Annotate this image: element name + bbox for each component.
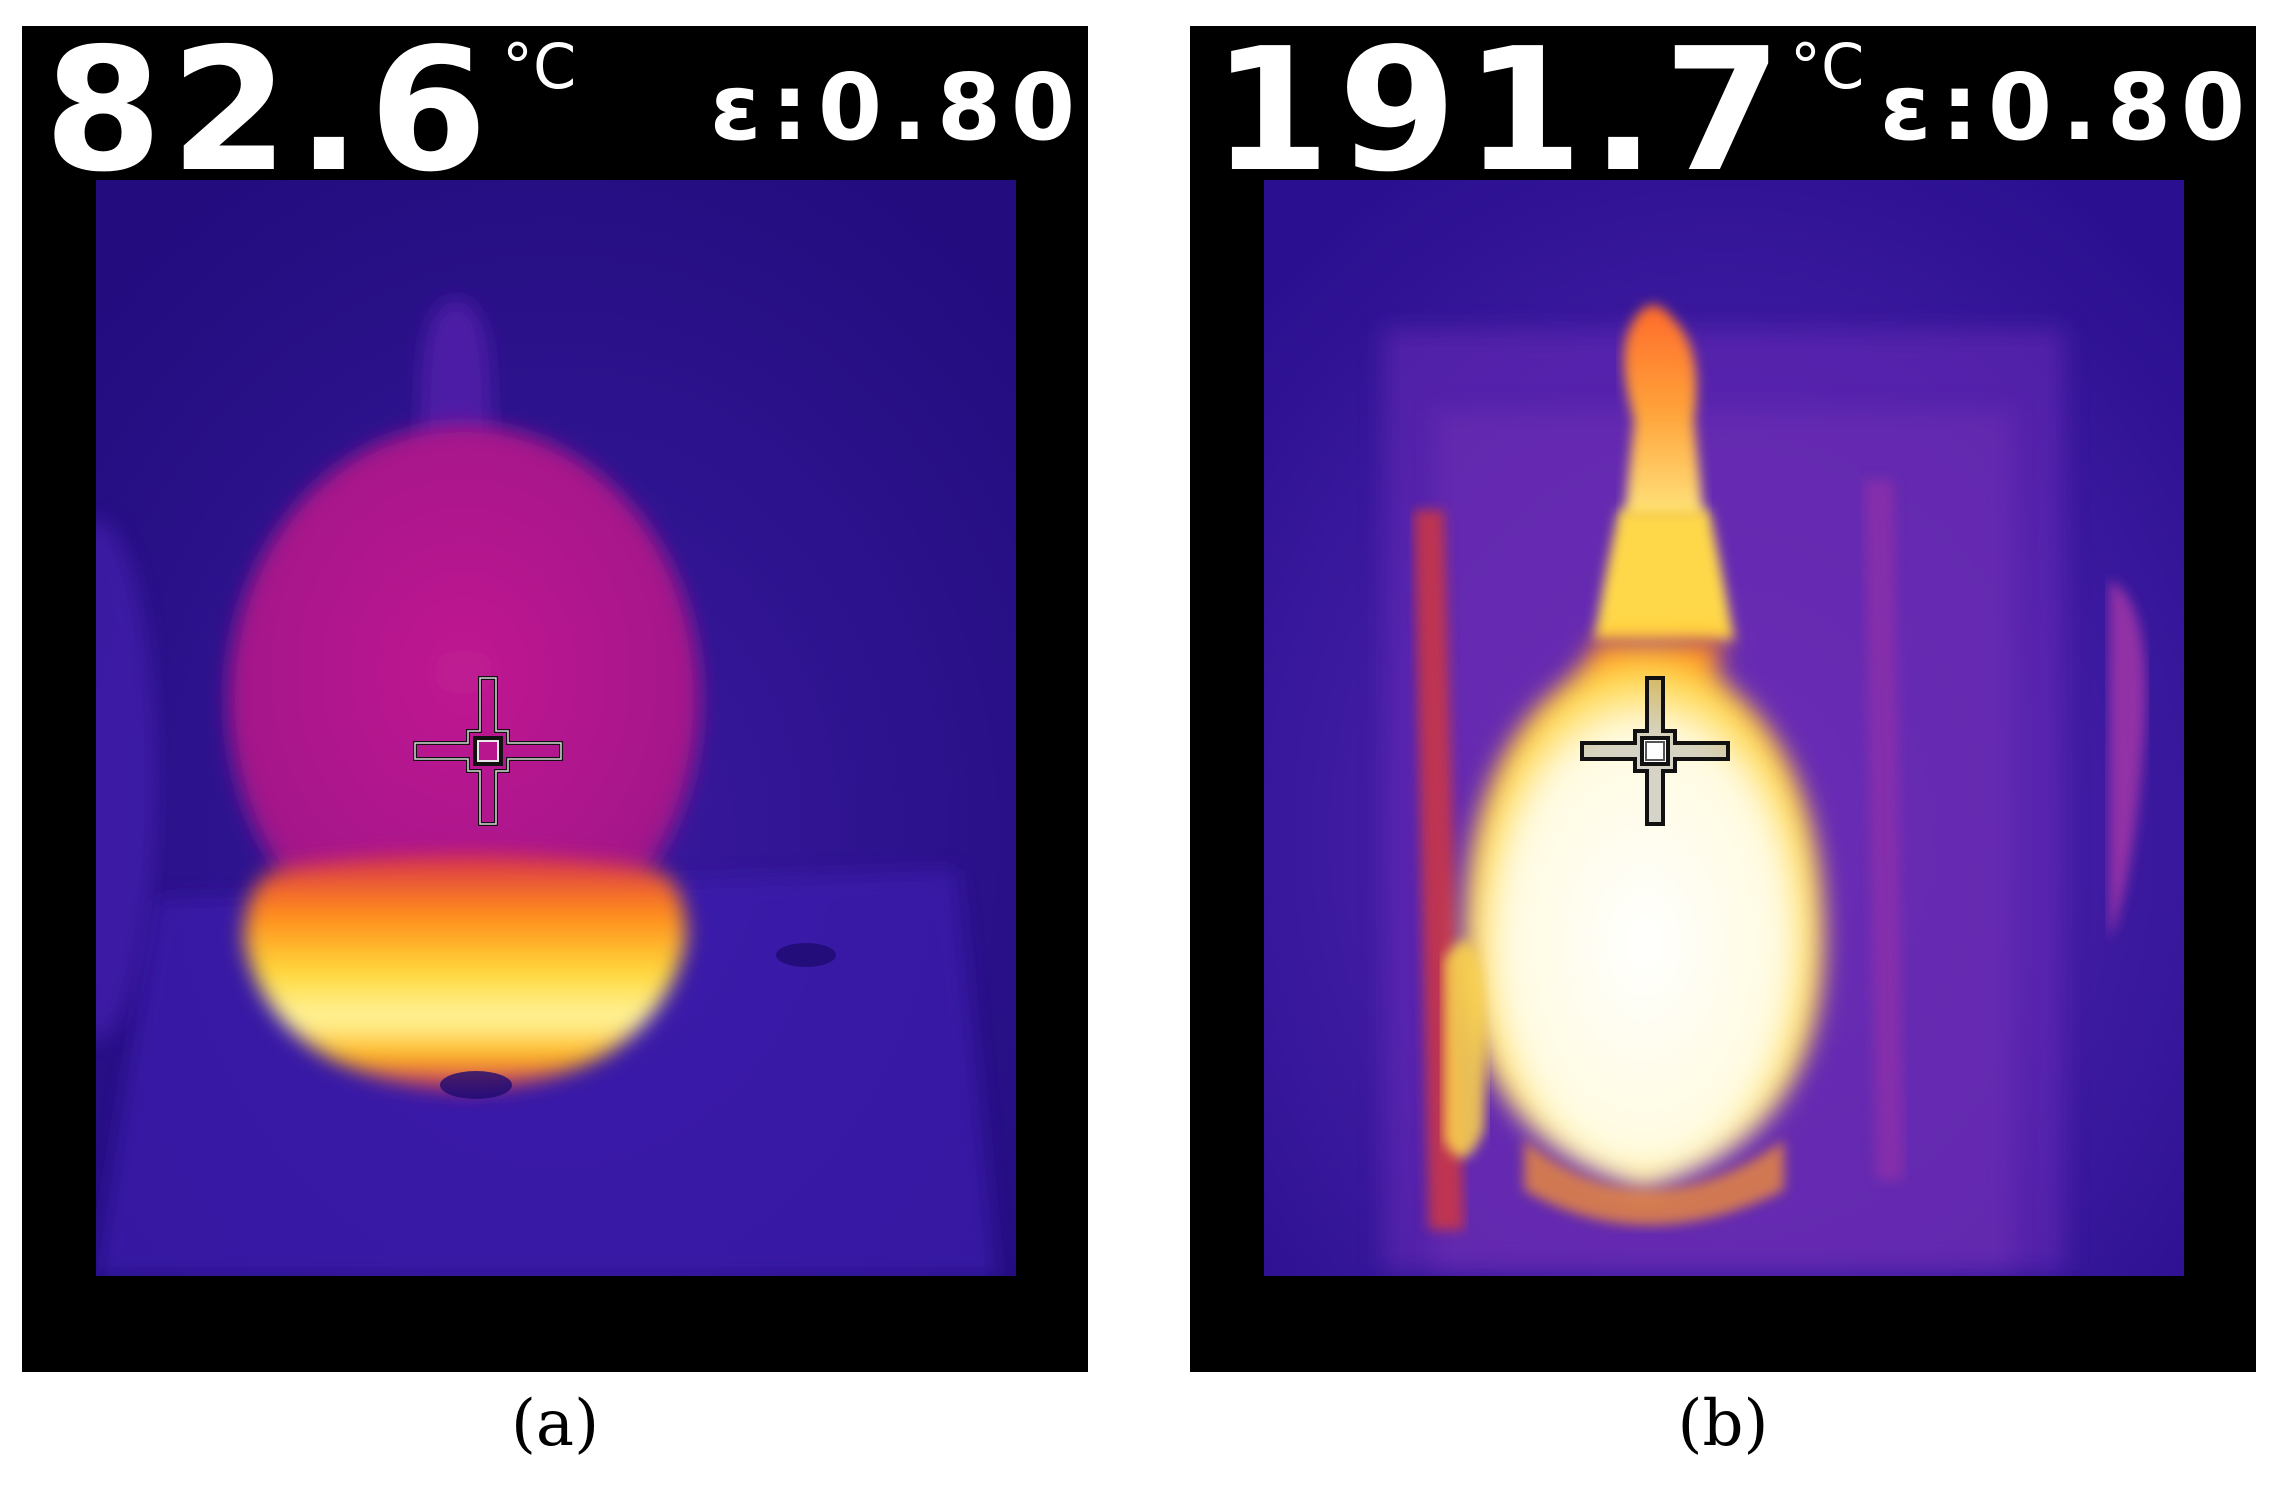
emissivity-reading: ε:0.80 <box>1880 54 2255 161</box>
thermal-scene-a <box>96 180 1016 1276</box>
crosshair-icon <box>1580 676 1730 826</box>
emissivity-reading: ε:0.80 <box>710 54 1085 161</box>
temperature-reading: 191.7 <box>1212 26 1790 210</box>
crosshair-icon <box>413 676 563 826</box>
temperature-unit: °C <box>502 30 577 103</box>
thermal-scene-b-graphic <box>1264 180 2184 1276</box>
thermal-scene-b <box>1264 180 2184 1276</box>
thermal-image-a: 82.6 °C ε:0.80 <box>22 26 1088 1372</box>
temperature-reading: 82.6 <box>44 26 496 210</box>
panel-caption-b: (b) <box>1677 1387 1769 1461</box>
thermal-scene-a-graphic <box>96 180 1016 1276</box>
temperature-unit: °C <box>1790 30 1865 103</box>
thermal-image-b: 191.7 °C ε:0.80 <box>1190 26 2256 1372</box>
panel-caption-a: (a) <box>510 1387 600 1461</box>
